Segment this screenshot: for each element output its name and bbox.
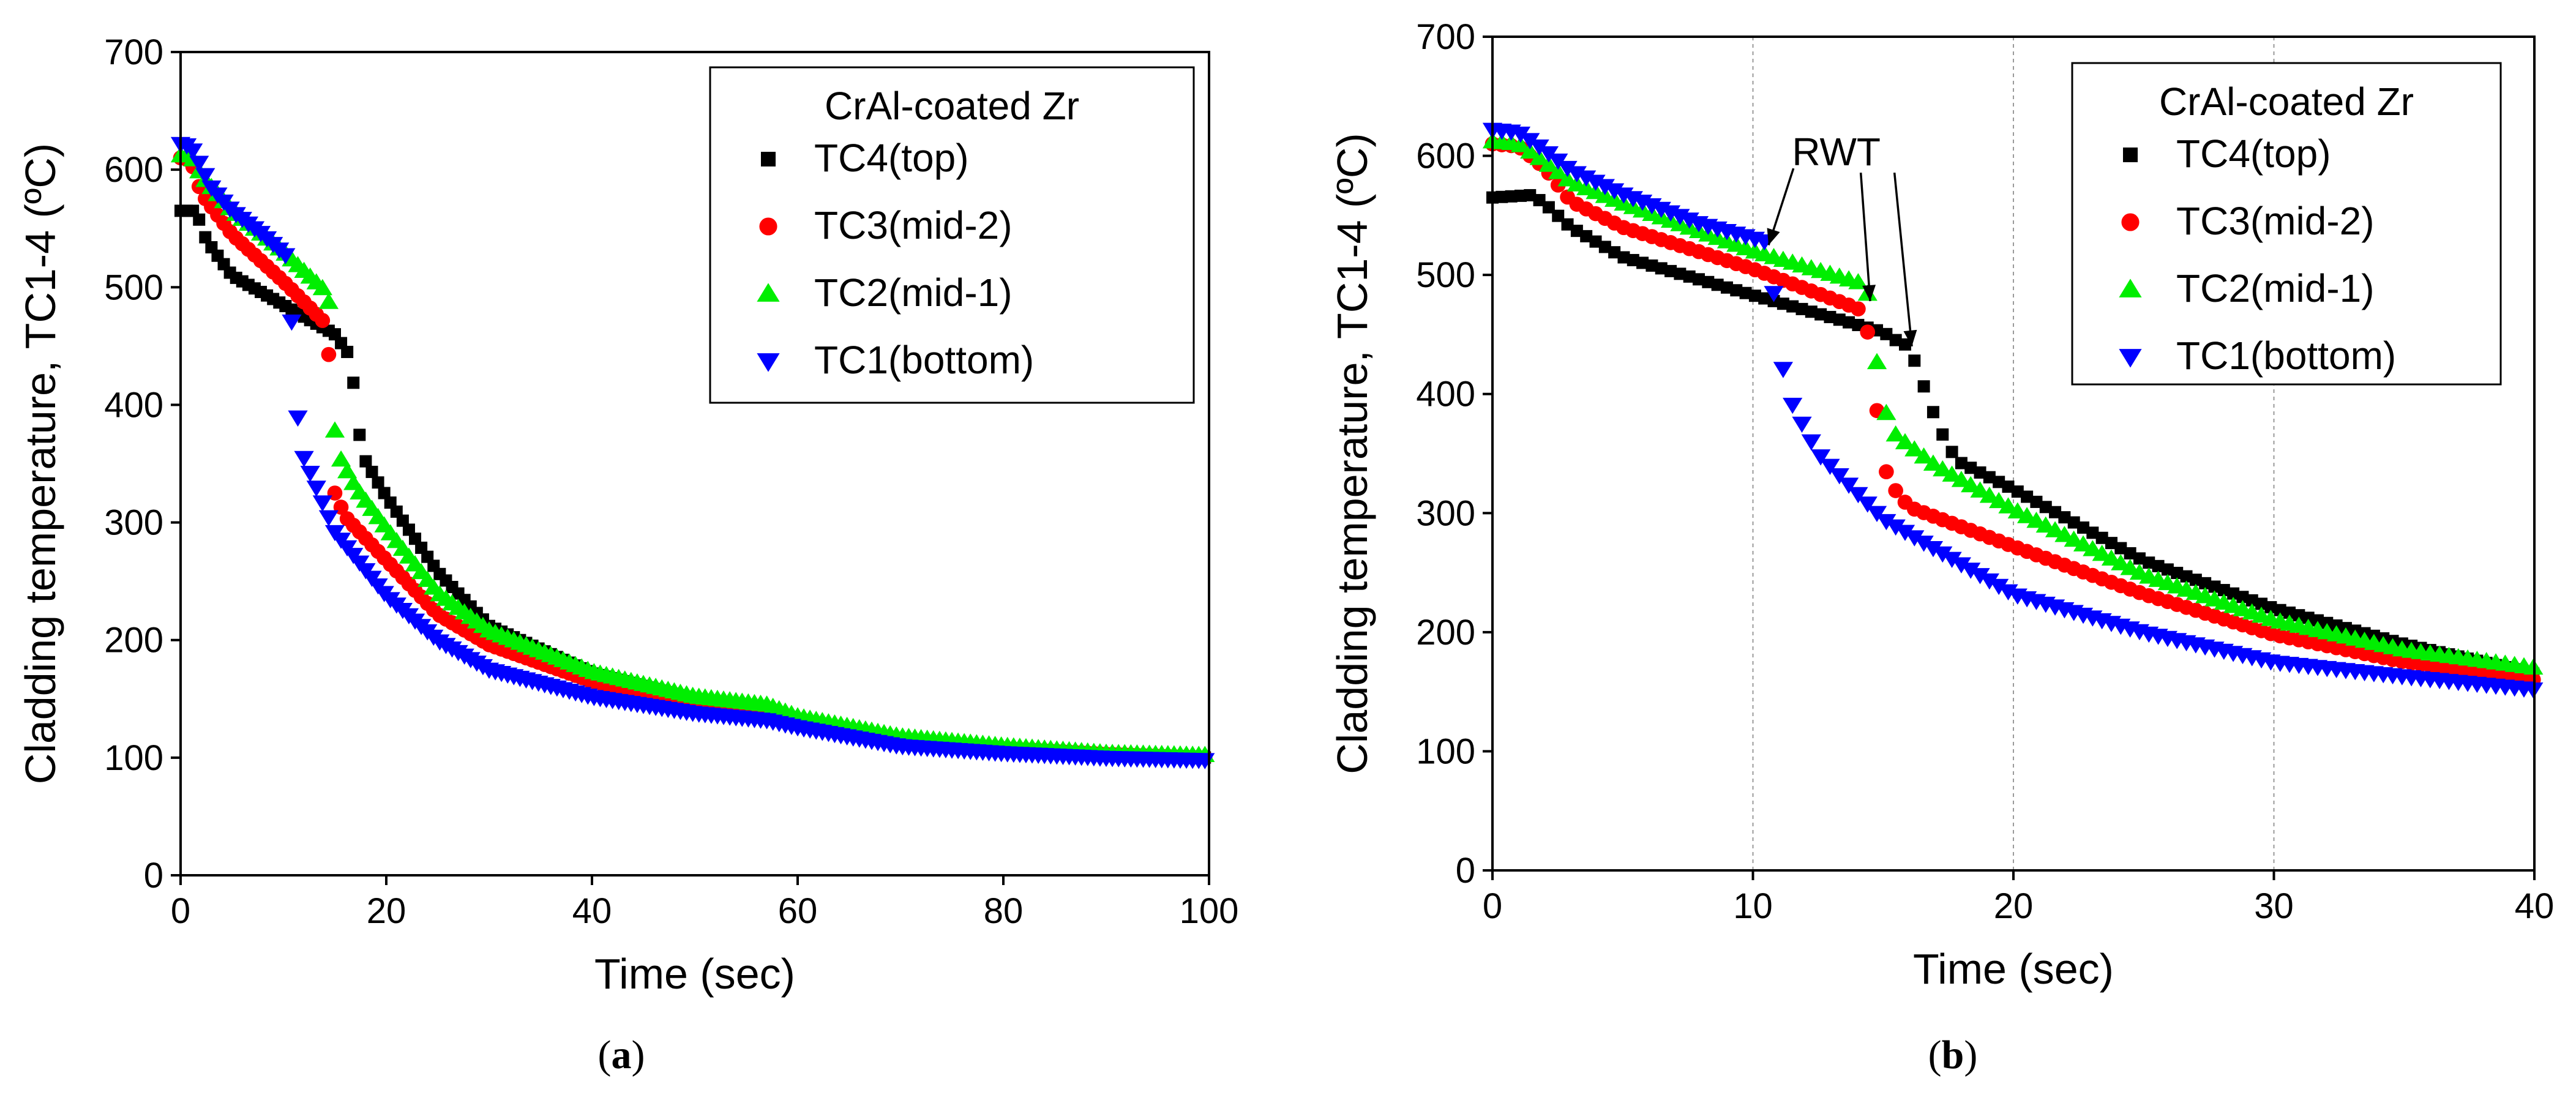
panel-a-series-3-point xyxy=(288,411,307,427)
panel-b-annotation-text: RWT xyxy=(1792,130,1881,174)
panel-a-series-2-point xyxy=(325,421,345,437)
panel-a-series-3-point xyxy=(301,466,320,482)
panel-b-ytick-label: 100 xyxy=(1416,731,1475,771)
panel-a-ytick-label: 100 xyxy=(104,738,163,778)
panel-b-legend-label-2: TC2(mid-1) xyxy=(2176,266,2375,310)
panel-b-series-3-point xyxy=(1792,417,1811,433)
panel-b-xtick-label: 40 xyxy=(2515,886,2555,926)
panel-a-legend-label-0: TC4(top) xyxy=(814,136,969,180)
panel-a-legend: CrAl-coated Zr TC4(top) TC3(mid-2) TC2(mid-… xyxy=(710,67,1194,403)
panel-a-xtick-label: 100 xyxy=(1180,891,1239,931)
panel-b-y-axis-title: Cladding temperature, TC1-4 (ºC) xyxy=(1328,133,1376,774)
panel-b-series-3-point xyxy=(1783,398,1802,414)
panel-a-series-2-point xyxy=(319,293,339,308)
panel-a-ytick-label: 500 xyxy=(104,267,163,307)
panel-a-legend-label-2: TC2(mid-1) xyxy=(814,271,1013,315)
panel-a-legend-title: CrAl-coated Zr xyxy=(825,84,1079,128)
panel-b-xtick-label: 0 xyxy=(1483,886,1502,926)
panel-a-legend-label-1: TC3(mid-2) xyxy=(814,203,1013,247)
panel-a-series-1-point xyxy=(321,347,337,362)
panel-b-series-0-point xyxy=(1927,406,1939,418)
panel-a-legend-label-3: TC1(bottom) xyxy=(814,338,1034,382)
panel-b-legend-title: CrAl-coated Zr xyxy=(2159,80,2414,124)
panel-a: 0 20 40 60 80 100 0 100 200 300 400 500 600 700 Time (… xyxy=(17,32,1238,1077)
panel-b-series-0-point xyxy=(1946,446,1958,458)
panel-b-legend-label-0: TC4(top) xyxy=(2176,132,2331,176)
panel-a-caption-letter: a xyxy=(612,1033,632,1077)
panel-a-y-axis-title: Cladding temperature, TC1-4 (ºC) xyxy=(17,143,64,784)
panel-a-ytick-label: 400 xyxy=(104,385,163,425)
panel-a-series-3-point xyxy=(319,510,339,526)
panel-b-ytick-label: 0 xyxy=(1456,851,1475,891)
panel-b-series-1-point xyxy=(1879,464,1894,479)
panel-b-series-2-point xyxy=(1867,353,1887,369)
panel-a-ytick-label: 300 xyxy=(104,503,163,543)
panel-b-ytick-label: 300 xyxy=(1416,493,1475,533)
panel-a-xtick-label: 40 xyxy=(572,891,612,931)
panel-b-xtick-label: 30 xyxy=(2254,886,2294,926)
panel-a-legend-marker-0 xyxy=(761,152,776,166)
panel-b-series-0-point xyxy=(1908,354,1920,367)
panel-b-series-1-point xyxy=(1860,324,1875,340)
panel-b-ytick-label: 700 xyxy=(1416,17,1475,57)
panel-a-series-0-point xyxy=(347,376,359,389)
panel-b-caption-letter: b xyxy=(1942,1033,1964,1077)
panel-a-series-0-point xyxy=(372,476,384,488)
figure: 0 20 40 60 80 100 0 100 200 300 400 500 600 700 Time (… xyxy=(0,0,2576,1111)
panel-b-legend-marker-1 xyxy=(2121,213,2139,231)
panel-a-xtick-label: 60 xyxy=(778,891,818,931)
panel-b-legend-marker-0 xyxy=(2123,148,2138,162)
panel-a-series-0-point xyxy=(359,455,372,468)
panel-b-legend-label-1: TC3(mid-2) xyxy=(2176,199,2375,243)
panel-a-xtick-label: 80 xyxy=(984,891,1024,931)
panel-a-series-0-point xyxy=(353,428,365,441)
panel-b-series-1-point xyxy=(1851,301,1866,316)
panel-b-x-axis-title: Time (sec) xyxy=(1913,945,2114,993)
panel-b-ytick-label: 600 xyxy=(1416,136,1475,176)
panel-b-legend: CrAl-coated Zr TC4(top) TC3(mid-2) TC2(mid-… xyxy=(2072,63,2501,384)
panel-b-series-0-point xyxy=(1936,428,1949,441)
panel-a-x-axis-title: Time (sec) xyxy=(594,950,795,998)
panel-b-series-3-point xyxy=(1802,435,1821,450)
panel-a-series-1-point xyxy=(315,313,331,328)
panel-b-annotation-arrowhead-0 xyxy=(1767,228,1780,245)
panel-b-ytick-label: 500 xyxy=(1416,255,1475,295)
panel-b-annotation-arrow-2 xyxy=(1895,173,1912,346)
panel-a-ytick-label: 600 xyxy=(104,150,163,190)
panel-a-series-0-point xyxy=(365,466,378,478)
panel-b-ytick-label: 400 xyxy=(1416,375,1475,414)
panel-a-xtick-label: 0 xyxy=(171,891,190,931)
panel-b-xtick-label: 10 xyxy=(1733,886,1773,926)
panel-a-caption: (a) xyxy=(598,1033,645,1077)
panel-a-series-3-point xyxy=(294,451,313,467)
panel-b-caption: (b) xyxy=(1928,1033,1978,1077)
panel-a-ytick-label: 700 xyxy=(104,32,163,72)
panel-a-series-0-point xyxy=(193,214,205,226)
panel-b-xtick-label: 20 xyxy=(1994,886,2034,926)
panel-b-legend-label-3: TC1(bottom) xyxy=(2176,334,2396,378)
chart-svg: 0 20 40 60 80 1000100200300400500600700Time (… xyxy=(0,0,2576,1111)
panel-a-legend-marker-1 xyxy=(759,217,777,235)
panel-a-xtick-label: 20 xyxy=(367,891,406,931)
panel-b-series-0-point xyxy=(1918,380,1930,392)
panel-a-ytick-label: 0 xyxy=(144,856,163,895)
panel-a-ytick-label: 200 xyxy=(104,621,163,660)
panel-a-series-0-point xyxy=(341,346,353,358)
panel-a-series-3-point xyxy=(313,495,332,511)
panel-b-ytick-label: 200 xyxy=(1416,613,1475,652)
panel-a-series-3-point xyxy=(307,480,326,496)
panel-b-series-3-point xyxy=(1773,362,1793,378)
